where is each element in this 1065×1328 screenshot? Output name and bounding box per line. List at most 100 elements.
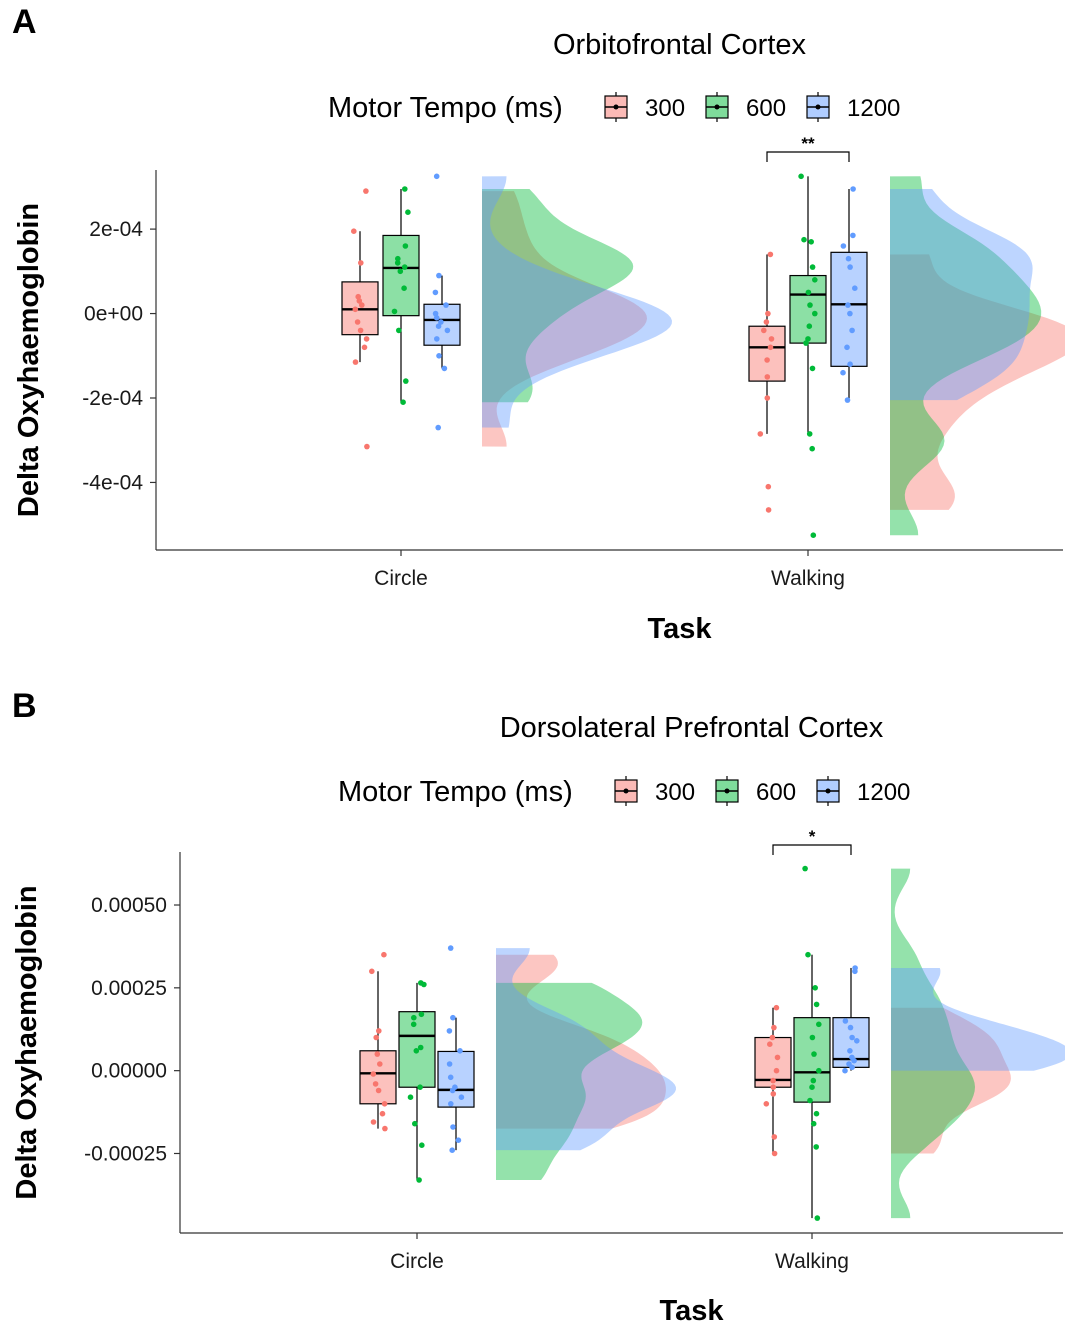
data-point (444, 327, 451, 334)
data-point (435, 424, 442, 431)
x-axis-title: Task (648, 613, 713, 645)
data-point (847, 1048, 853, 1054)
data-point (373, 1034, 380, 1041)
data-point (770, 1077, 776, 1084)
legend-key-600: 600 (705, 92, 786, 122)
data-point (417, 1044, 424, 1051)
data-point (400, 399, 406, 406)
data-point (813, 1144, 819, 1150)
data-point (763, 319, 770, 325)
data-point (433, 315, 440, 321)
box-600-circle (382, 186, 420, 406)
data-point (407, 1094, 414, 1100)
data-point (433, 173, 440, 180)
data-point (447, 945, 454, 951)
cloud-group-circle (482, 176, 672, 447)
data-point (421, 981, 427, 988)
data-point (764, 357, 770, 363)
data-point (359, 302, 365, 308)
data-point (849, 327, 855, 334)
cloud-1200 (891, 967, 1065, 1071)
data-point (798, 173, 804, 180)
data-point (847, 264, 853, 270)
y-tick-label: -4e-04 (82, 471, 143, 494)
panel-letter: A (12, 3, 37, 41)
data-point (438, 319, 444, 325)
data-point (370, 1071, 377, 1077)
data-point (363, 336, 370, 342)
data-point (842, 1018, 849, 1024)
data-point (764, 395, 771, 401)
legend-title: Motor Tempo (ms) (328, 92, 563, 124)
data-point (441, 365, 448, 372)
y-tick-label: 0e+00 (84, 303, 143, 326)
significance-label: * (809, 827, 816, 846)
bracket-line (766, 151, 850, 162)
data-point (840, 369, 846, 376)
significance-bracket: * (772, 827, 852, 855)
bracket-line (772, 844, 852, 855)
cloud-600 (891, 868, 975, 1219)
y-axis-title: Delta Oxyhaemoglobin (13, 203, 45, 517)
x-tick-label: Walking (775, 1250, 849, 1273)
cloud-300 (891, 1007, 1011, 1154)
data-point (410, 1021, 417, 1028)
data-point (402, 186, 408, 192)
x-axis-title: Task (660, 1295, 725, 1327)
data-point (405, 209, 411, 215)
box-300-walking (748, 251, 786, 513)
data-point (807, 1097, 813, 1104)
y-axis-title: Delta Oxyhaemoglobin (11, 885, 43, 1199)
y-tick-label: -0.00025 (84, 1142, 167, 1165)
plot-area (341, 173, 1065, 538)
data-point (771, 1134, 778, 1140)
data-point (450, 1124, 456, 1130)
data-point (394, 260, 401, 266)
data-point (801, 236, 807, 243)
data-point (434, 336, 440, 342)
data-point (446, 1061, 453, 1067)
data-point (449, 1087, 456, 1094)
data-point (401, 285, 407, 292)
data-point (812, 985, 818, 991)
legend-key-dot (613, 104, 619, 110)
box-1200-circle (437, 945, 475, 1153)
data-point (764, 374, 771, 380)
y-tick-label: -2e-04 (82, 387, 143, 410)
legend-key-dot (714, 104, 720, 110)
legend-title: Motor Tempo (ms) (338, 776, 573, 808)
cloud-300 (482, 191, 647, 447)
legend-label-300: 300 (655, 779, 695, 806)
legend: Motor Tempo (ms) 300 600 1200 (338, 776, 910, 808)
significance-label: ** (801, 134, 815, 153)
data-point (769, 1034, 776, 1041)
data-point (847, 1024, 854, 1031)
box-600-walking (793, 865, 831, 1221)
data-point (436, 272, 442, 279)
data-point (377, 1061, 383, 1067)
data-point (810, 1077, 817, 1084)
data-point (816, 1021, 822, 1028)
data-point (812, 277, 818, 283)
data-point (809, 445, 815, 452)
legend-key-dot (825, 788, 831, 794)
data-point (845, 255, 852, 262)
data-point (435, 323, 442, 330)
data-point (416, 1177, 422, 1183)
data-point (765, 507, 772, 513)
panel-b: B Dorsolateral Prefrontal Cortex Motor Tem… (11, 687, 1065, 1327)
data-point (358, 260, 364, 266)
data-point (432, 289, 439, 296)
box-iqr (789, 274, 827, 344)
box-1200-circle (423, 173, 461, 431)
data-point (805, 336, 811, 342)
legend-label-600: 600 (746, 95, 786, 122)
data-point (810, 532, 817, 538)
data-point (432, 310, 439, 317)
data-point (376, 1028, 382, 1034)
data-point (814, 1215, 821, 1221)
legend-label-300: 300 (645, 95, 685, 122)
data-point (803, 340, 809, 346)
data-point (397, 268, 404, 275)
